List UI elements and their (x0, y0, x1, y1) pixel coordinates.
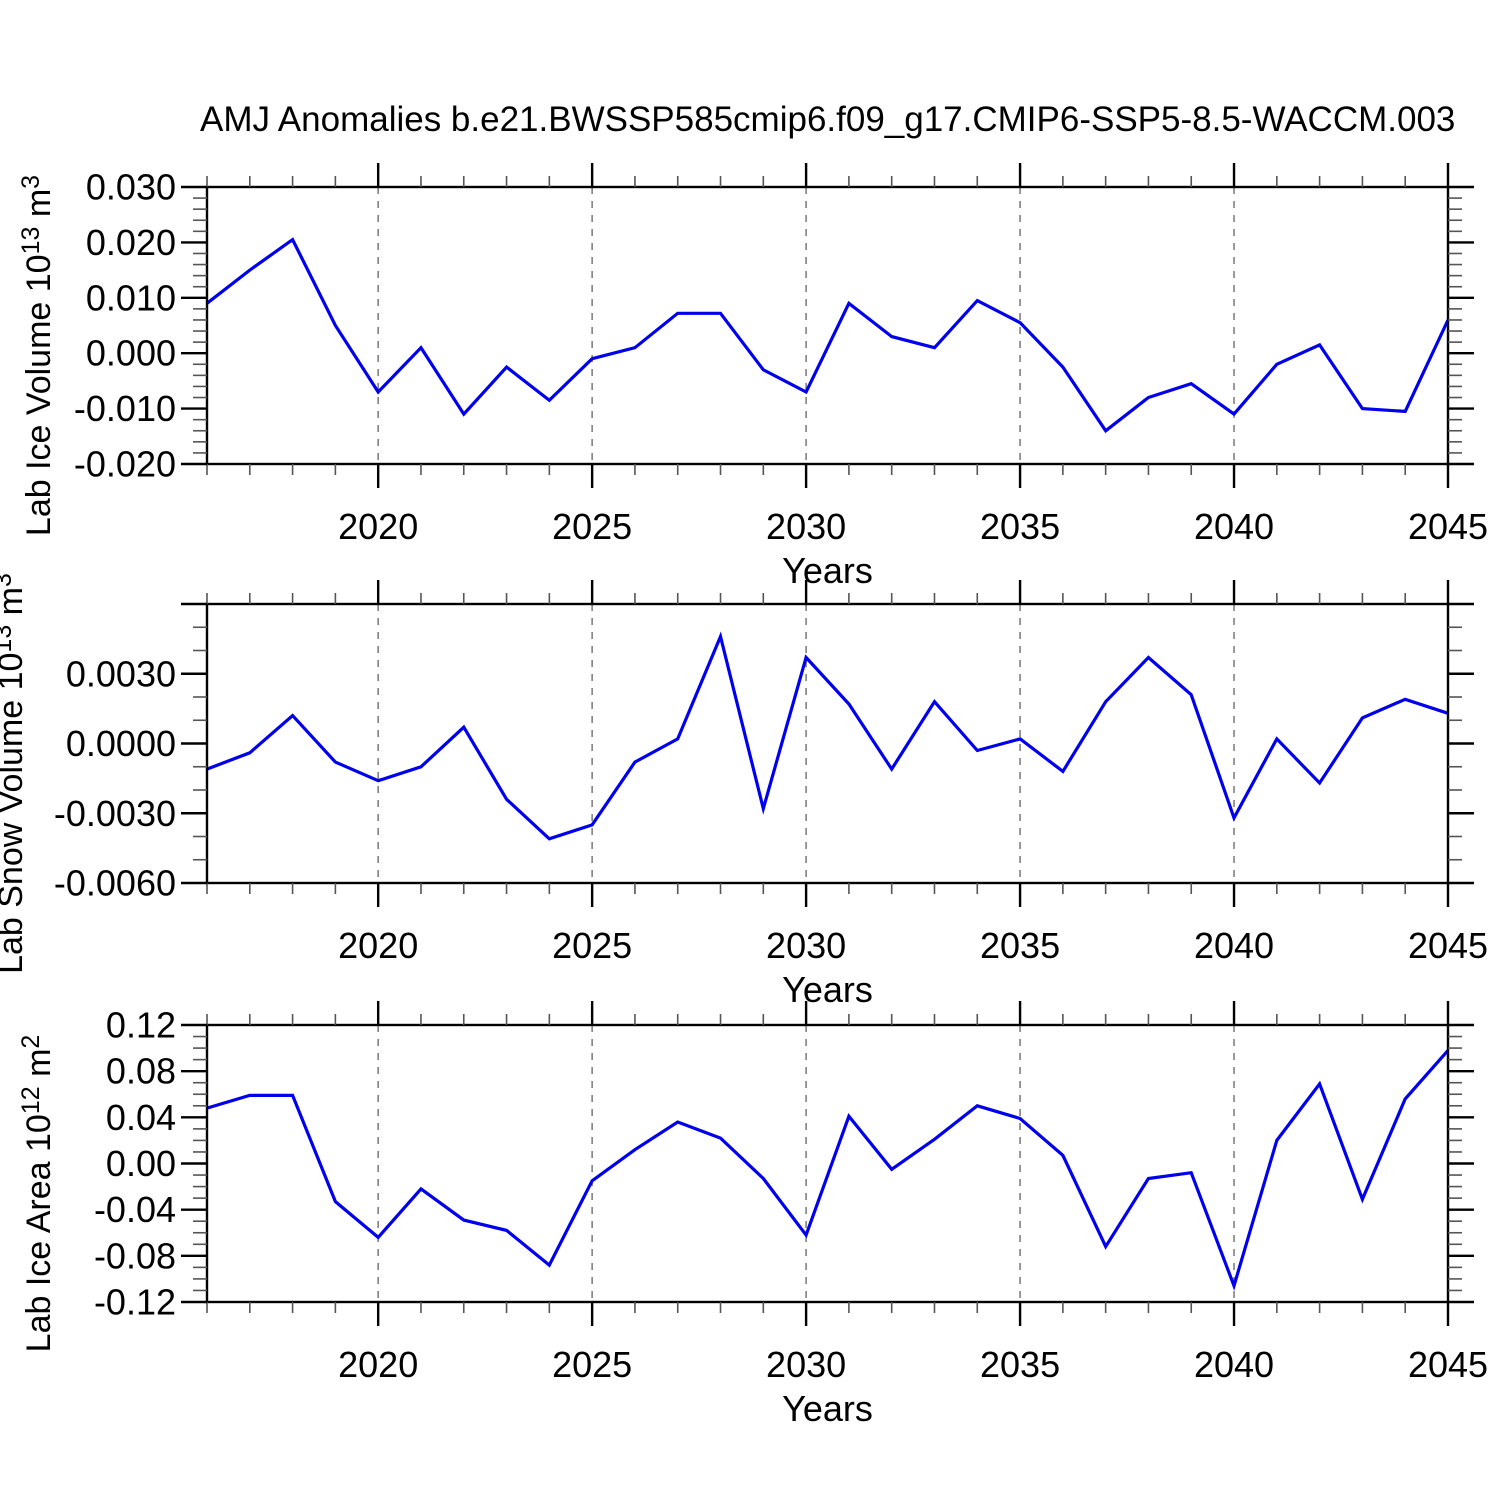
y-axis-title: Lab Snow Volume 1013 m3 (0, 573, 30, 974)
y-tick-label: 0.020 (86, 222, 176, 263)
ylabel-text: Lab Snow Volume 10 (0, 653, 30, 974)
chart-title: AMJ Anomalies b.e21.BWSSP585cmip6.f09_g1… (200, 100, 1455, 139)
x-tick-label: 2040 (1194, 506, 1274, 547)
panel-lab-ice-volume: 2020 2025 2030 2035 2040 2045 0.030 0.020 0.010 0… (17, 163, 1488, 591)
y-tick-label: 0.00 (106, 1143, 176, 1184)
x-tick-label: 2020 (338, 925, 418, 966)
plot-border (205, 1023, 1450, 1304)
ylabel-text: Lab Ice Volume 10 (20, 254, 58, 536)
x-tick-label: 2040 (1194, 1344, 1274, 1385)
x-axis-title: Years (782, 1388, 873, 1429)
ylabel-superscript: 3 (0, 573, 17, 587)
y-tick-label: 0.000 (86, 333, 176, 374)
x-tick-label: 2045 (1408, 925, 1488, 966)
y-tick-label: 0.12 (106, 1005, 176, 1046)
x-tick-label: 2035 (980, 506, 1060, 547)
ylabel-text: m (0, 587, 30, 625)
y-tick-label: 0.04 (106, 1097, 176, 1138)
data-line-lab-ice-volume (206, 237, 1450, 434)
y-tick-label: -0.0030 (54, 793, 176, 834)
ylabel-text: m (20, 189, 58, 227)
x-tick-label: 2030 (766, 925, 846, 966)
data-line-lab-snow-volume (206, 631, 1449, 841)
x-tick-label: 2025 (552, 1344, 632, 1385)
plot-border (205, 185, 1450, 466)
ylabel-superscript: 12 (17, 1086, 45, 1114)
plot-border (205, 602, 1450, 885)
data-line-lab-ice-area (206, 1049, 1450, 1291)
panels-group: 2020 2025 2030 2035 2040 2045 0.030 0.020 0.010 0… (0, 163, 1488, 1429)
y-tick-label: -0.12 (94, 1282, 176, 1323)
ylabel-text: Lab Ice Area 10 (20, 1114, 58, 1352)
x-tick-label: 2040 (1194, 925, 1274, 966)
ylabel-superscript: 2 (17, 1035, 45, 1049)
y-axis-title: Lab Ice Volume 1013 m3 (17, 175, 58, 536)
y-tick-label: 0.010 (86, 277, 176, 318)
x-tick-label: 2045 (1408, 506, 1488, 547)
ylabel-text: m (20, 1049, 58, 1087)
x-tick-label: 2030 (766, 506, 846, 547)
panel-lab-ice-area: 2020 2025 2030 2035 2040 2045 0.12 0.08 0.04 0.00… (17, 1001, 1488, 1429)
x-tick-label: 2025 (552, 506, 632, 547)
x-tick-label: 2030 (766, 1344, 846, 1385)
x-tick-label: 2020 (338, 1344, 418, 1385)
x-tick-label: 2035 (980, 1344, 1060, 1385)
y-tick-label: 0.0030 (66, 653, 176, 694)
x-tick-label: 2035 (980, 925, 1060, 966)
y-tick-label: -0.0060 (54, 863, 176, 904)
ylabel-superscript: 13 (17, 227, 45, 255)
y-axis-title: Lab Ice Area 1012 m2 (17, 1035, 58, 1353)
ylabel-superscript: 3 (17, 175, 45, 189)
x-axis-title: Years (782, 550, 873, 591)
y-tick-label: 0.0000 (66, 723, 176, 764)
y-tick-label: -0.04 (94, 1189, 176, 1230)
y-tick-label: 0.030 (86, 167, 176, 208)
x-tick-label: 2045 (1408, 1344, 1488, 1385)
y-tick-label: -0.08 (94, 1235, 176, 1276)
y-tick-label: 0.08 (106, 1051, 176, 1092)
x-axis-title: Years (782, 969, 873, 1010)
panel-lab-snow-volume: 2020 2025 2030 2035 2040 2045 0.0030 0.0000 -0.0… (0, 573, 1488, 1010)
y-tick-label: -0.020 (74, 444, 176, 485)
x-tick-label: 2025 (552, 925, 632, 966)
y-tick-label: -0.010 (74, 388, 176, 429)
ylabel-superscript: 13 (0, 625, 17, 653)
x-tick-label: 2020 (338, 506, 418, 547)
